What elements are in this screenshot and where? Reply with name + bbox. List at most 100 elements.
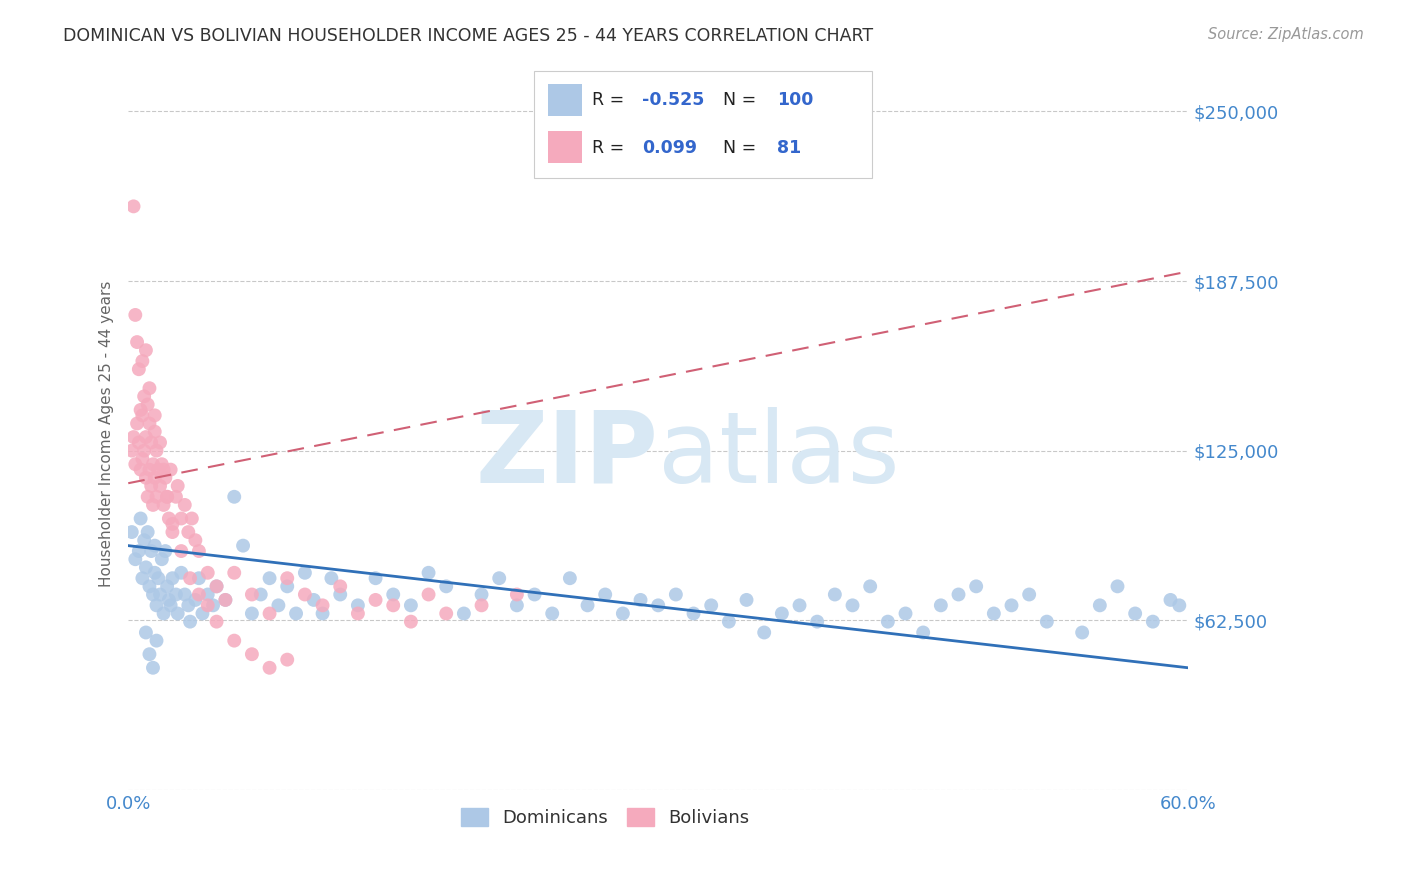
Point <box>150 552 173 566</box>
Point <box>170 511 193 525</box>
Text: R =: R = <box>592 91 630 109</box>
Point <box>134 443 156 458</box>
Point <box>138 417 160 431</box>
Point <box>232 539 254 553</box>
Point <box>129 463 152 477</box>
Point <box>173 498 195 512</box>
Point <box>138 463 160 477</box>
Point <box>128 435 150 450</box>
Point <box>141 435 163 450</box>
Point <box>541 607 564 621</box>
Point <box>156 579 179 593</box>
Point <box>143 471 166 485</box>
Point <box>135 625 157 640</box>
Point <box>155 544 177 558</box>
Point <box>1168 599 1191 613</box>
Point <box>129 403 152 417</box>
Point <box>434 607 457 621</box>
Text: atlas: atlas <box>658 407 900 504</box>
Point <box>162 571 184 585</box>
Point <box>184 533 207 548</box>
Point <box>177 524 200 539</box>
Point <box>453 607 475 621</box>
Point <box>382 587 405 601</box>
Point <box>859 579 882 593</box>
Text: N =: N = <box>723 91 762 109</box>
Point <box>912 625 935 640</box>
Point <box>121 524 143 539</box>
Point <box>364 571 387 585</box>
Point <box>894 607 917 621</box>
Point <box>267 599 290 613</box>
Point <box>166 479 188 493</box>
Point <box>735 593 758 607</box>
Point <box>329 587 352 601</box>
Point <box>1071 625 1094 640</box>
Point <box>770 607 793 621</box>
Point <box>1018 587 1040 601</box>
Point <box>418 566 440 580</box>
Point <box>506 587 529 601</box>
Point <box>143 425 166 439</box>
Text: ZIP: ZIP <box>475 407 658 504</box>
Point <box>187 544 209 558</box>
Point <box>142 587 165 601</box>
Point <box>122 199 145 213</box>
Point <box>131 409 153 423</box>
Point <box>124 308 146 322</box>
Point <box>131 451 153 466</box>
Point <box>136 490 159 504</box>
Point <box>149 479 172 493</box>
Point <box>125 417 148 431</box>
Bar <box>548 131 582 163</box>
Text: -0.525: -0.525 <box>643 91 704 109</box>
Point <box>205 579 228 593</box>
Point <box>156 490 179 504</box>
Point <box>294 587 316 601</box>
Point <box>202 599 225 613</box>
Point <box>488 571 510 585</box>
Point <box>152 498 174 512</box>
Point <box>700 599 723 613</box>
Point <box>162 516 184 531</box>
Point <box>302 593 325 607</box>
Point <box>418 587 440 601</box>
Point <box>124 457 146 471</box>
Point <box>138 647 160 661</box>
Point <box>150 457 173 471</box>
Point <box>138 381 160 395</box>
Point <box>506 599 529 613</box>
Point <box>177 599 200 613</box>
Point <box>224 490 246 504</box>
Point <box>665 587 688 601</box>
Point <box>434 579 457 593</box>
Point <box>364 593 387 607</box>
Point <box>179 571 201 585</box>
Point <box>197 566 219 580</box>
Point <box>470 599 492 613</box>
Point <box>824 587 846 601</box>
Point <box>983 607 1005 621</box>
Point <box>1088 599 1111 613</box>
Point <box>165 587 187 601</box>
Point <box>135 343 157 358</box>
Point <box>311 607 333 621</box>
Point <box>197 599 219 613</box>
Text: Source: ZipAtlas.com: Source: ZipAtlas.com <box>1208 27 1364 42</box>
Point <box>179 615 201 629</box>
Point <box>929 599 952 613</box>
Point <box>259 571 281 585</box>
Point <box>138 579 160 593</box>
Point <box>148 463 170 477</box>
Point <box>240 647 263 661</box>
Point <box>145 599 167 613</box>
Point <box>347 607 370 621</box>
Point <box>129 511 152 525</box>
Point <box>184 593 207 607</box>
Point <box>191 607 214 621</box>
Point <box>170 544 193 558</box>
Point <box>145 633 167 648</box>
Text: 81: 81 <box>778 139 801 157</box>
Point <box>157 511 180 525</box>
Point <box>965 579 987 593</box>
